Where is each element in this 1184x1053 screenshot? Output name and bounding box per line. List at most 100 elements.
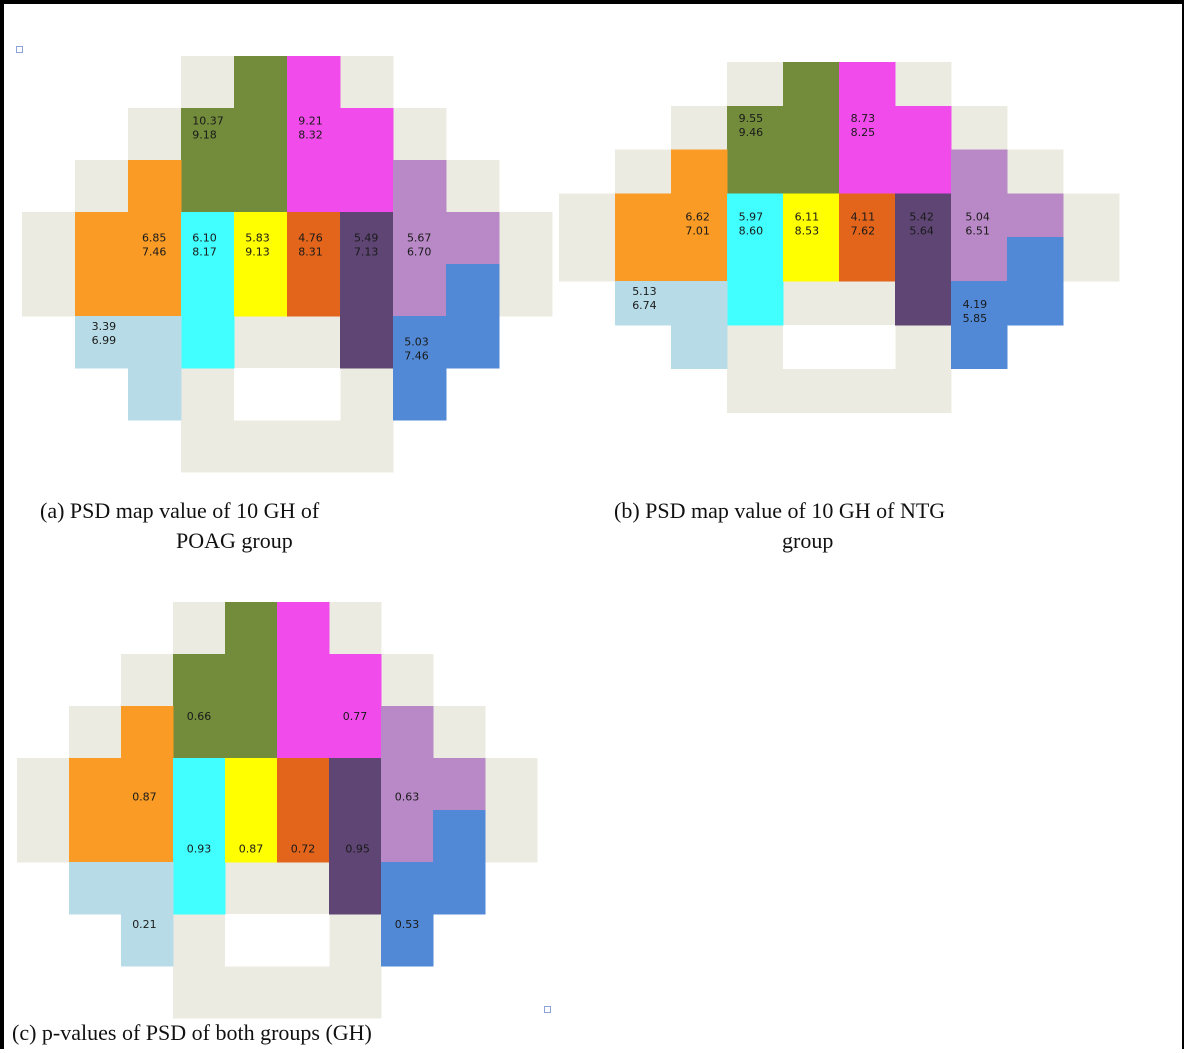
blind-spot-cell [225, 914, 278, 967]
sector-cell-green [234, 108, 288, 161]
sector-cell-dark-purple [895, 237, 952, 282]
sector-cell-magenta [839, 149, 896, 194]
grid-cell [499, 212, 553, 265]
grid-cell [485, 758, 538, 811]
grid-cell [727, 62, 784, 107]
sector-cell-light-blue [121, 862, 174, 915]
grid-cell [340, 56, 394, 109]
value-label-magenta: 8.73 [851, 112, 876, 125]
sector-cell-magenta [340, 108, 394, 161]
sector-cell-light-blue [615, 281, 672, 326]
p-value-map: 0.66 0.77 0.87 0.93 0.87 0.72 0.95 0.63 0.21 0.53 [17, 602, 538, 1019]
sector-cell-green [181, 160, 235, 213]
sector-cell-magenta [839, 62, 896, 107]
sector-cell-light-blue [121, 914, 174, 967]
value-label-lavender: 5.67 [407, 232, 432, 245]
value-label-light-blue: 0.21 [132, 918, 157, 931]
sector-cell-magenta [340, 160, 394, 213]
value-label-yellow: 0.87 [239, 843, 263, 856]
value-label-light-blue: 5.13 [632, 285, 657, 298]
grid-cell [340, 420, 394, 473]
grid-cell [559, 193, 616, 238]
value-label-blue: 0.53 [395, 918, 420, 931]
blind-spot-cell [839, 324, 896, 370]
value-label-light-blue: 6.99 [92, 334, 117, 347]
value-label-yellow: 8.53 [795, 225, 820, 238]
sector-cell-lavender [393, 212, 447, 265]
value-label-light-blue: 3.39 [92, 320, 117, 333]
blind-spot-cell [234, 368, 288, 421]
grid-cell [22, 264, 76, 317]
sector-cell-lavender [433, 758, 486, 811]
sector-cell-green [173, 654, 226, 707]
grid-cell [1063, 237, 1120, 282]
sector-cell-magenta [329, 654, 382, 707]
value-label-dark-purple: 5.42 [909, 211, 934, 224]
grid-cell [17, 758, 70, 811]
sector-cell-lavender [393, 160, 447, 213]
sector-cell-orange [671, 237, 728, 282]
grid-cell [783, 281, 840, 326]
value-label-dark-purple: 7.13 [354, 246, 379, 259]
sector-cell-magenta [287, 108, 341, 161]
sector-cell-blue [433, 862, 486, 915]
value-label-lavender: 6.51 [965, 225, 990, 238]
grid-cell [225, 862, 278, 915]
caption-c: (c) p-values of PSD of both groups (GH) [12, 1018, 372, 1048]
sector-cell-yellow [234, 212, 288, 265]
sector-cell-lavender [951, 193, 1008, 238]
value-label-dark-orange: 0.72 [291, 843, 316, 856]
value-label-magenta: 0.77 [343, 710, 368, 723]
sector-cell-green [783, 105, 840, 151]
sector-cell-cyan [173, 862, 226, 915]
sector-cell-orange [671, 149, 728, 194]
sector-cell-magenta [895, 105, 952, 151]
sector-cell-dark-purple [340, 212, 394, 265]
grid-cell [340, 368, 394, 421]
sector-cell-blue [393, 316, 447, 369]
sector-cell-dark-orange [839, 193, 896, 238]
grid-cell [895, 368, 952, 413]
grid-cell [727, 368, 784, 413]
sector-cell-blue [393, 368, 447, 421]
sector-cell-dark-purple [340, 316, 394, 369]
sector-cell-green [225, 706, 278, 759]
sector-cell-cyan [173, 810, 226, 863]
value-label-cyan: 6.10 [192, 232, 217, 245]
sector-cell-magenta [839, 105, 896, 151]
grid-cell [234, 316, 288, 369]
grid-cell [277, 966, 330, 1019]
sector-cell-green [727, 149, 784, 194]
value-label-dark-purple: 0.95 [345, 843, 370, 856]
value-label-lavender: 0.63 [395, 791, 420, 804]
sector-cell-light-blue [69, 862, 122, 915]
sector-cell-blue [1007, 281, 1064, 326]
value-label-dark-purple: 5.49 [354, 232, 379, 245]
grid-cell [1063, 193, 1120, 238]
sector-cell-green [234, 160, 288, 213]
grid-cell [329, 914, 382, 967]
psd-map-poag: 10.379.189.218.326.857.466.108.175.839.1… [22, 56, 553, 473]
sector-cell-yellow [225, 758, 278, 811]
grid-cell [234, 420, 288, 473]
sector-cell-blue [951, 324, 1008, 370]
sector-cell-lavender [381, 706, 434, 759]
sector-cell-lavender [381, 810, 434, 863]
value-label-yellow: 9.13 [245, 246, 269, 259]
sector-cell-orange [128, 264, 182, 317]
sector-cell-blue [381, 914, 434, 967]
grid-cell [173, 914, 226, 967]
value-label-orange: 7.01 [685, 225, 710, 238]
sector-cell-green [225, 602, 278, 655]
sector-cell-green [783, 149, 840, 194]
grid-cell [783, 368, 840, 413]
sector-cell-orange [69, 810, 122, 863]
sector-cell-orange [75, 212, 129, 265]
value-label-blue: 4.19 [963, 298, 988, 311]
value-label-green: 0.66 [187, 710, 212, 723]
caption-b-line-1: (b) PSD map value of 10 GH of NTG [614, 498, 946, 523]
sector-cell-lavender [446, 212, 500, 265]
value-label-cyan: 8.60 [739, 225, 764, 238]
sector-cell-blue [1007, 237, 1064, 282]
grid-cell [615, 149, 672, 194]
